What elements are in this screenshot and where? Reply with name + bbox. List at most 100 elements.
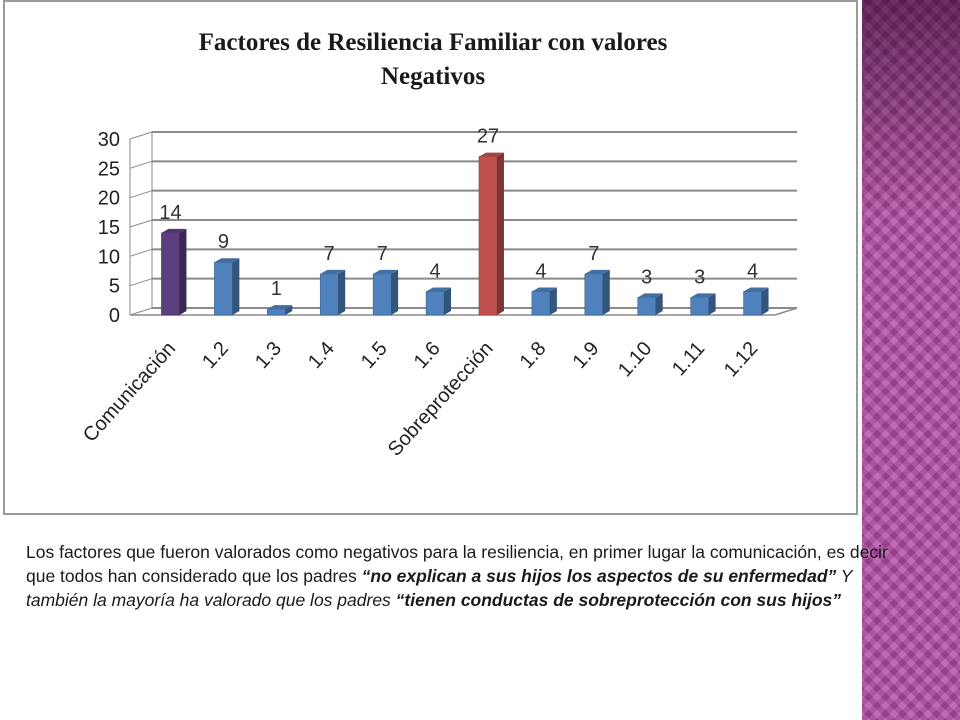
bar-top [161, 228, 187, 233]
y-tick-label: 10 [98, 246, 120, 268]
y-tick-label: 5 [109, 276, 120, 298]
bar-front [161, 232, 180, 316]
y-axis-ticks: 0 5 10 15 20 25 30 [98, 129, 120, 327]
bar-top [584, 269, 610, 274]
floor-edge [774, 307, 798, 316]
x-tick-label: 1.10 [614, 338, 656, 382]
bar-top [531, 287, 557, 292]
data-label: 14 [159, 202, 181, 224]
data-label: 3 [641, 266, 652, 288]
bar-side [655, 293, 663, 315]
bar-top [743, 287, 769, 292]
bar-side [708, 293, 716, 315]
x-tick-label: 1.2 [198, 338, 233, 373]
data-label: 4 [429, 261, 440, 283]
bar-9 [584, 269, 610, 316]
y-tick-label: 30 [98, 129, 120, 151]
y-tick-label: 0 [109, 305, 120, 327]
chart-frame: Factores de Resiliencia Familiar con val… [3, 0, 858, 515]
caption-emphasis-1: “no explican a sus hijos los aspectos de… [361, 566, 837, 586]
bar-7 [478, 152, 504, 316]
chart-gridlines [129, 131, 798, 316]
bar-side [179, 228, 187, 315]
bar-4 [319, 269, 346, 316]
bar-side [496, 152, 504, 315]
x-tick-label: 1.5 [357, 338, 392, 373]
chart-caption: Los factores que fueron valorados como n… [26, 540, 906, 612]
y-tick-label: 25 [98, 158, 120, 180]
bar-front [584, 273, 604, 316]
bar-side [444, 287, 452, 315]
bar-front [267, 308, 286, 316]
x-tick-label: 1.11 [668, 338, 709, 381]
bar-2 [214, 258, 240, 316]
bar-front [478, 156, 498, 316]
x-tick-label: 1.6 [410, 338, 445, 373]
bar-1 [161, 228, 187, 316]
bar-top [690, 293, 716, 298]
bar-front [743, 291, 762, 316]
bar-3 [267, 305, 293, 316]
data-label: 7 [377, 243, 388, 265]
gridline-depth [129, 160, 153, 169]
bar-top [214, 258, 240, 263]
bar-side [391, 269, 399, 315]
data-label: 27 [477, 126, 499, 148]
data-label: 1 [271, 278, 282, 300]
y-tick-label: 20 [98, 188, 120, 210]
x-axis-ticks: Comunicación 1.2 1.3 1.4 1.5 1.6Sobreprotecci… [79, 338, 762, 461]
bar-top [320, 269, 346, 274]
caption-text-1: Los factores que fueron valorados como n… [26, 542, 888, 586]
x-tick-label: 1.8 [516, 338, 551, 373]
bar-chart: Factores de Resiliencia Familiar con val… [79, 29, 798, 461]
bar-front [319, 273, 339, 316]
bar-11 [690, 293, 716, 316]
bar-12 [743, 287, 769, 316]
bar-side [602, 269, 610, 315]
bar-side [285, 305, 293, 315]
bar-front [690, 297, 709, 316]
x-tick-label: 1.12 [720, 338, 762, 382]
bar-front [214, 261, 233, 316]
bar-side [232, 258, 240, 315]
bar-front [372, 273, 392, 316]
bar-5 [372, 269, 399, 316]
bar-side [549, 287, 557, 315]
gridline-depth [129, 248, 153, 257]
x-tick-label: 1.9 [569, 338, 604, 373]
gridline-depth [129, 219, 153, 228]
data-label: 7 [324, 243, 335, 265]
bar-front [637, 297, 656, 316]
data-label: 3 [694, 266, 705, 288]
bar-6 [425, 287, 452, 316]
gridline-depth [129, 307, 153, 316]
chart-title-line1: Factores de Resiliencia Familiar con val… [199, 29, 668, 56]
bar-side [761, 287, 769, 315]
data-label: 4 [535, 261, 546, 283]
x-tick-label: 1.3 [251, 338, 286, 373]
caption-emphasis-2: “tienen conductas de sobreprotección con… [395, 590, 842, 610]
bar-side [338, 269, 346, 315]
bar-top [267, 305, 293, 310]
decorative-side-strip [862, 0, 960, 720]
gridline-depth [129, 278, 153, 287]
bar-8 [531, 287, 557, 316]
data-label: 9 [218, 231, 229, 253]
data-label: 7 [588, 243, 599, 265]
gridline-depth [129, 190, 153, 199]
chart-bars [161, 152, 769, 316]
caption-text-2: Y también la mayoría ha valorado que los… [26, 566, 853, 610]
bar-top [373, 269, 399, 274]
bar-10 [637, 293, 663, 316]
bar-top [637, 293, 663, 298]
x-tick-label: Comunicación [79, 338, 180, 447]
x-tick-label: 1.4 [304, 338, 339, 373]
bar-top [478, 152, 504, 157]
bar-top [426, 287, 452, 292]
chart-title-line2: Negativos [381, 63, 485, 90]
y-tick-label: 15 [98, 217, 120, 239]
data-labels: 14 9 1 7 7 4 27 4 7 3 3 4 [159, 126, 758, 301]
gridline-depth [129, 131, 153, 140]
bar-front [531, 291, 551, 316]
data-label: 4 [747, 261, 758, 283]
